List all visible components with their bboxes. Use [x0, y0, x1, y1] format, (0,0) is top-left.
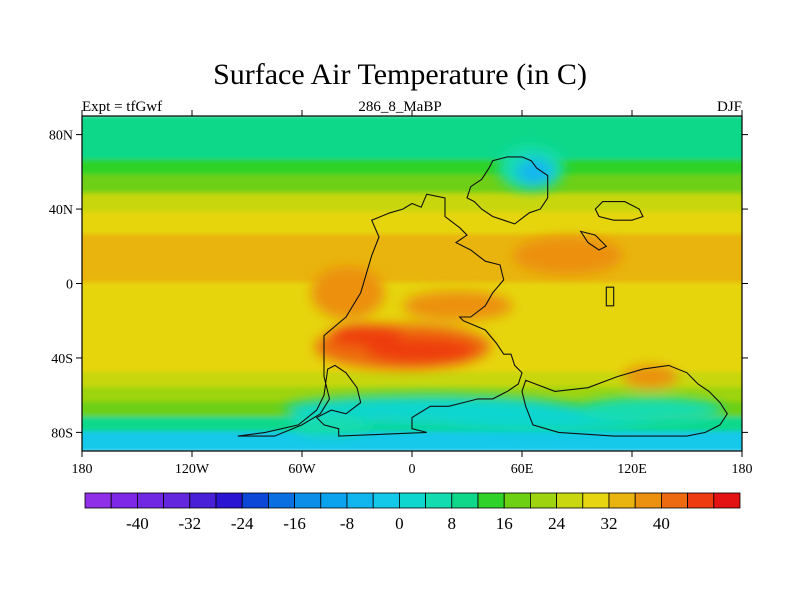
- lon-tick-label: 120W: [175, 462, 210, 477]
- lat-tick-label: 40S: [51, 352, 73, 367]
- colorbar-label: 32: [601, 514, 618, 533]
- coastline-east-fragment: [579, 230, 608, 251]
- colorbar-swatch: [634, 492, 662, 509]
- colorbar-swatch: [556, 492, 584, 509]
- colorbar-swatch: [503, 492, 531, 509]
- lon-tick-label: 0: [409, 462, 416, 477]
- coastline-gondwana-east: [521, 364, 728, 437]
- colorbar-label: 40: [653, 514, 670, 533]
- temperature-band: [82, 174, 742, 196]
- colorbar-swatch: [294, 492, 322, 509]
- colorbar-swatch: [713, 492, 741, 509]
- lon-tick-label: 180: [732, 462, 753, 477]
- colorbar-swatch: [608, 492, 636, 509]
- colorbar-label: -8: [340, 514, 354, 533]
- temperature-patch: [289, 413, 370, 437]
- colorbar-swatch: [398, 492, 426, 509]
- temperature-patch: [622, 365, 678, 388]
- colorbar-swatch: [372, 492, 400, 509]
- colorbar-label: -24: [231, 514, 254, 533]
- temperature-band: [82, 371, 742, 389]
- map-axes: 180 120W 60W 0 60E 120E 180 80N 40N 0 40S 80S: [49, 110, 753, 477]
- colorbar-swatch: [136, 492, 164, 509]
- coastline-east-block: [594, 201, 644, 221]
- colorbar-swatch: [84, 492, 112, 509]
- colorbar-swatch: [320, 492, 348, 509]
- colorbar: -40 -32 -24 -16 -8 0 8 16 24 32 40: [84, 492, 741, 533]
- season-label: DJF: [716, 99, 742, 115]
- temperature-patch: [311, 266, 385, 319]
- lon-tick-label: 60E: [511, 462, 534, 477]
- temperature-field: [82, 116, 742, 451]
- coastline-pangaea-west: [237, 193, 523, 437]
- chart-title: Surface Air Temperature (in C): [213, 58, 587, 91]
- lat-tick-label: 80S: [51, 426, 73, 441]
- colorbar-swatch: [110, 492, 138, 509]
- colorbar-label: 0: [395, 514, 404, 533]
- colorbar-swatch: [215, 492, 243, 509]
- colorbar-swatch: [346, 492, 374, 509]
- temperature-patch: [512, 236, 623, 275]
- colorbar-label: 16: [496, 514, 513, 533]
- coastline-cathaysia-sliver: [605, 286, 615, 307]
- colorbar-swatch: [582, 492, 610, 509]
- colorbar-swatch: [687, 492, 715, 509]
- lon-tick-label: 180: [72, 462, 93, 477]
- temperature-band: [82, 234, 742, 285]
- temperature-patch: [366, 337, 477, 364]
- temperature-band: [82, 431, 742, 451]
- colorbar-swatch: [241, 492, 269, 509]
- colorbar-swatch: [267, 492, 295, 509]
- colorbar-swatch: [477, 492, 505, 509]
- lat-tick-label: 0: [66, 278, 73, 293]
- temperature-patch: [516, 158, 554, 185]
- temperature-band: [82, 386, 742, 404]
- colorbar-swatch: [530, 492, 558, 509]
- coastline-siberia: [466, 156, 549, 225]
- temperature-band: [82, 211, 742, 237]
- colorbar-swatch: [189, 492, 217, 509]
- lat-tick-label: 40N: [49, 203, 73, 218]
- colorbar-label: -40: [126, 514, 149, 533]
- temperature-patch: [329, 324, 403, 347]
- colorbar-swatch: [163, 492, 191, 509]
- lat-tick-label: 80N: [49, 129, 73, 144]
- colorbar-label: -16: [283, 514, 306, 533]
- temperature-patch: [577, 397, 724, 424]
- temperature-band: [82, 159, 742, 177]
- temperature-band: [82, 116, 742, 162]
- temperature-patch: [402, 290, 513, 321]
- colorbar-swatch: [451, 492, 479, 509]
- colorbar-label: 24: [548, 514, 566, 533]
- colorbar-label: -32: [178, 514, 201, 533]
- time-label: 286_8_MaBP: [358, 99, 442, 115]
- lon-tick-label: 60W: [288, 462, 316, 477]
- experiment-label: Expt = tfGwf: [82, 99, 163, 115]
- coastline-layer: [237, 156, 728, 437]
- colorbar-swatch: [425, 492, 453, 509]
- colorbar-swatch: [661, 492, 689, 509]
- lon-tick-label: 120E: [617, 462, 647, 477]
- colorbar-label: 8: [448, 514, 457, 533]
